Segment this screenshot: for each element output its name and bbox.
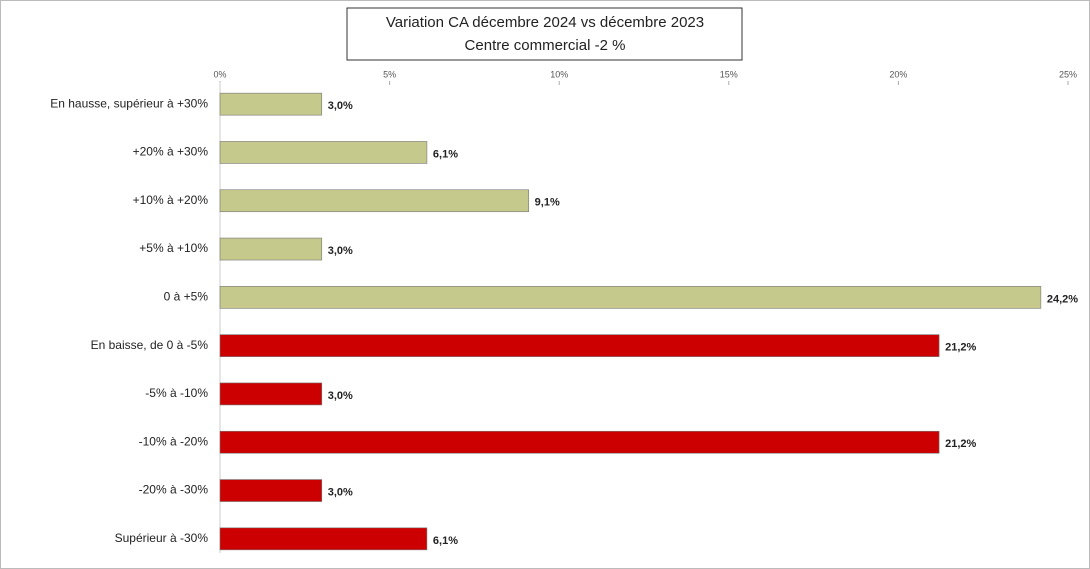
bar bbox=[219, 141, 428, 164]
y-tick-label: -10% à -20% bbox=[139, 434, 209, 448]
bar bbox=[219, 189, 529, 213]
value-label: 3,0% bbox=[328, 486, 353, 498]
chart-title: Variation CA décembre 2024 vs décembre 2… bbox=[386, 14, 704, 31]
value-label: 9,1% bbox=[535, 197, 560, 209]
y-tick-label: +5% à +10% bbox=[139, 241, 208, 255]
chart-subtitle: Centre commercial -2 % bbox=[465, 37, 626, 54]
value-label: 24,2% bbox=[1047, 293, 1078, 305]
x-tick-label: 5% bbox=[383, 69, 396, 79]
bar bbox=[219, 527, 428, 551]
bar bbox=[219, 92, 323, 116]
x-tick-label: 10% bbox=[550, 69, 568, 79]
y-tick-label: +20% à +30% bbox=[133, 145, 209, 159]
value-label: 6,1% bbox=[433, 148, 458, 160]
value-label: 21,2% bbox=[945, 438, 976, 450]
y-tick-label: 0 à +5% bbox=[164, 290, 209, 304]
value-label: 3,0% bbox=[328, 390, 353, 402]
bar bbox=[219, 382, 323, 406]
bar bbox=[219, 479, 323, 502]
y-tick-label: Supérieur à -30% bbox=[115, 531, 209, 545]
y-tick-label: -20% à -30% bbox=[139, 483, 209, 497]
bar bbox=[219, 237, 323, 261]
y-tick-label: -5% à -10% bbox=[145, 386, 208, 400]
x-tick-label: 20% bbox=[889, 69, 907, 79]
value-label: 3,0% bbox=[328, 245, 353, 257]
y-tick-label: +10% à +20% bbox=[133, 193, 209, 207]
y-tick-label: En baisse, de 0 à -5% bbox=[91, 338, 209, 352]
x-tick-label: 25% bbox=[1059, 69, 1077, 79]
y-tick-label: En hausse, supérieur à +30% bbox=[50, 96, 208, 110]
title-box bbox=[346, 7, 743, 61]
bar bbox=[219, 334, 940, 357]
x-tick-label: 15% bbox=[720, 69, 738, 79]
value-label: 6,1% bbox=[433, 535, 458, 547]
bar bbox=[219, 286, 1042, 309]
value-label: 21,2% bbox=[945, 342, 976, 354]
x-tick-label: 0% bbox=[213, 69, 226, 79]
bar bbox=[219, 430, 940, 454]
value-label: 3,0% bbox=[328, 100, 353, 112]
